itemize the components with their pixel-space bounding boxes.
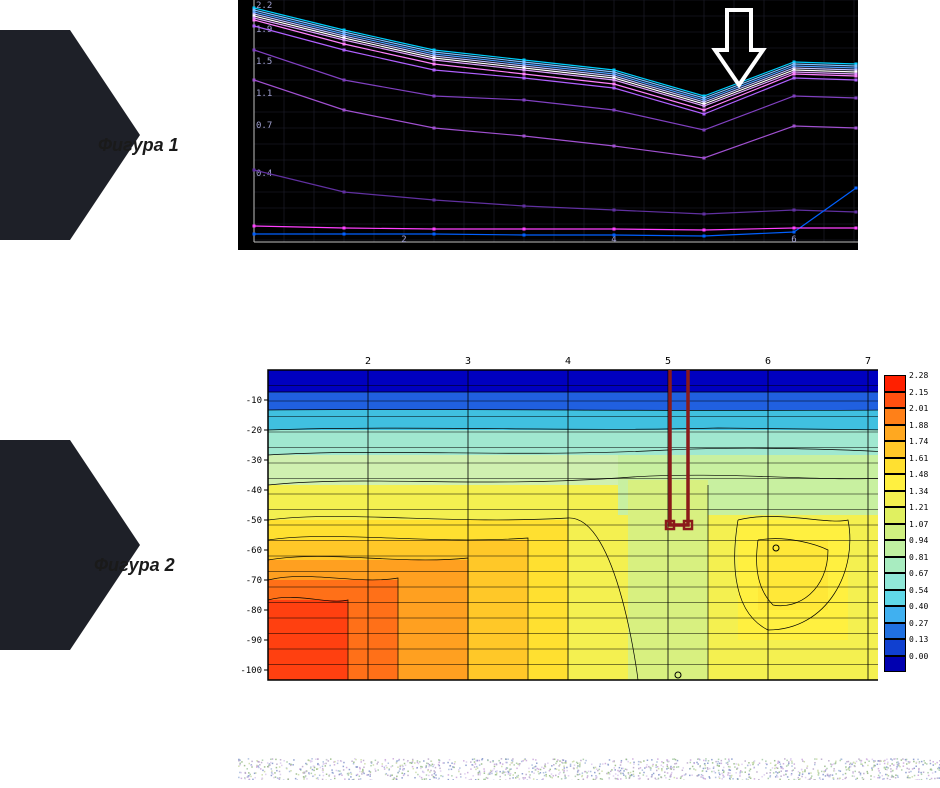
legend-swatch: 0.13 <box>884 639 906 656</box>
svg-text:1.5: 1.5 <box>256 57 272 67</box>
figure1-svg: 2.21.91.51.10.70.4246 <box>238 0 858 250</box>
legend-value: 2.28 <box>909 371 928 380</box>
svg-text:2: 2 <box>401 235 406 245</box>
figure1-chart: 2.21.91.51.10.70.4246 <box>238 0 858 250</box>
svg-text:3: 3 <box>465 356 471 367</box>
svg-text:5: 5 <box>665 356 671 367</box>
legend-swatch: 2.15 <box>884 392 906 409</box>
chevron-fig1 <box>0 30 70 240</box>
svg-text:0.7: 0.7 <box>256 121 272 131</box>
legend-swatch: 0.67 <box>884 573 906 590</box>
legend-value: 2.15 <box>909 388 928 397</box>
figure2-legend: 2.282.152.011.881.741.611.481.341.211.07… <box>884 375 906 730</box>
legend-value: 0.54 <box>909 586 928 595</box>
legend-value: 1.21 <box>909 503 928 512</box>
legend-value: 1.88 <box>909 421 928 430</box>
legend-value: 0.27 <box>909 619 928 628</box>
legend-value: 0.13 <box>909 635 928 644</box>
legend-swatch: 0.81 <box>884 557 906 574</box>
svg-text:-60: -60 <box>246 546 262 556</box>
svg-text:6: 6 <box>765 356 771 367</box>
svg-text:-10: -10 <box>246 396 262 406</box>
legend-swatch: 1.07 <box>884 524 906 541</box>
legend-value: 1.74 <box>909 437 928 446</box>
svg-text:1.1: 1.1 <box>256 89 272 99</box>
svg-text:-50: -50 <box>246 516 262 526</box>
legend-swatch: 0.54 <box>884 590 906 607</box>
legend-value: 0.81 <box>909 553 928 562</box>
svg-text:-40: -40 <box>246 486 262 496</box>
svg-text:-20: -20 <box>246 426 262 436</box>
svg-text:-30: -30 <box>246 456 262 466</box>
legend-value: 2.01 <box>909 404 928 413</box>
figure2-label: Фигура 2 <box>94 555 175 576</box>
legend-value: 1.07 <box>909 520 928 529</box>
figure1-label: Фигура 1 <box>98 135 179 156</box>
legend-value: 1.61 <box>909 454 928 463</box>
legend-swatch: 2.28 <box>884 375 906 392</box>
figure2-svg: 2 3 4 5 6 7 -10 -20 -30 -40 -50 -60 -70 -80 -90 -100 <box>238 350 878 690</box>
legend-value: 0.40 <box>909 602 928 611</box>
legend-value: 1.48 <box>909 470 928 479</box>
legend-swatch: 1.21 <box>884 507 906 524</box>
legend-swatch: 0.94 <box>884 540 906 557</box>
svg-text:-80: -80 <box>246 606 262 616</box>
legend-swatch: 2.01 <box>884 408 906 425</box>
svg-text:-100: -100 <box>240 666 262 676</box>
legend-swatch: 1.88 <box>884 425 906 442</box>
legend-swatch: 1.74 <box>884 441 906 458</box>
svg-text:4: 4 <box>565 356 571 367</box>
legend-value: 0.00 <box>909 652 928 661</box>
legend-swatch: 0.00 <box>884 656 906 673</box>
svg-text:2: 2 <box>365 356 371 367</box>
legend-swatch: 0.40 <box>884 606 906 623</box>
svg-text:-70: -70 <box>246 576 262 586</box>
legend-swatch: 0.27 <box>884 623 906 640</box>
svg-text:6: 6 <box>791 235 796 245</box>
legend-value: 1.34 <box>909 487 928 496</box>
svg-text:7: 7 <box>865 356 871 367</box>
legend-swatch: 1.61 <box>884 458 906 475</box>
legend-swatch: 1.34 <box>884 491 906 508</box>
legend-value: 0.94 <box>909 536 928 545</box>
noise-bar <box>238 758 940 780</box>
svg-text:-90: -90 <box>246 636 262 646</box>
legend-swatch: 1.48 <box>884 474 906 491</box>
chevron-fig2 <box>0 440 70 650</box>
legend-value: 0.67 <box>909 569 928 578</box>
figure2-chart: 2 3 4 5 6 7 -10 -20 -30 -40 -50 -60 -70 -80 -90 -100 2.… <box>238 350 938 730</box>
